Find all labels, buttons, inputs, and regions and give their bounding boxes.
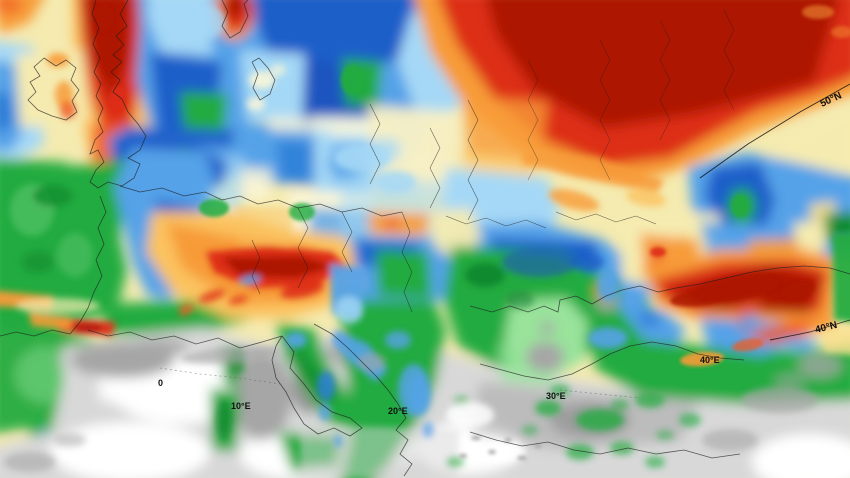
svg-text:0: 0 (158, 378, 163, 388)
svg-text:10°E: 10°E (231, 401, 251, 411)
svg-text:30°E: 30°E (546, 391, 566, 401)
svg-text:20°E: 20°E (388, 406, 408, 416)
svg-text:40°N: 40°N (814, 320, 838, 336)
svg-text:40°E: 40°E (700, 355, 720, 365)
